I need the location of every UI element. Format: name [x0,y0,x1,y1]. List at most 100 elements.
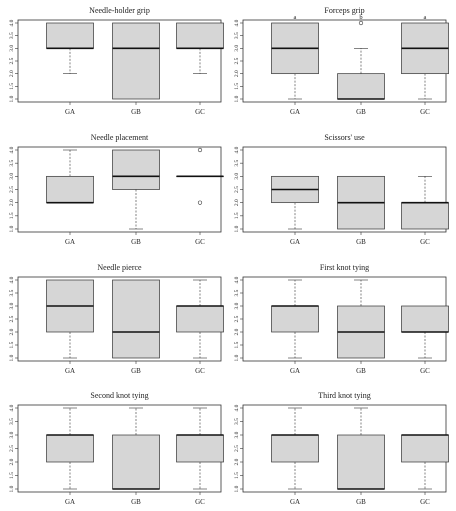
y-tick-label: 3.5 [9,418,15,425]
y-tick-label: 2.0 [9,199,15,206]
y-tick-label: 2.0 [9,70,15,77]
y-tick-label: 2.0 [9,328,15,335]
box-GC [402,23,449,99]
x-category-label: GC [420,498,430,506]
x-category-label: GB [356,238,366,246]
y-tick-label: 1.0 [234,354,240,361]
y-tick-label: 2.0 [234,458,240,465]
iqr-box [113,150,160,190]
y-tick-label: 1.0 [9,354,15,361]
y-tick-label: 4.0 [9,276,15,283]
y-tick-label: 1.5 [234,212,240,219]
x-category-label: GC [420,238,430,246]
y-tick-label: 2.5 [234,186,240,193]
iqr-box [113,280,160,358]
y-tick-label: 3.5 [9,32,15,39]
x-category-label: GB [356,498,366,506]
y-tick-label: 1.5 [9,212,15,219]
y-tick-label: 1.0 [234,225,240,232]
panel-1: Needle-holder grip1.01.52.02.53.03.54.0G… [9,6,224,116]
y-tick-label: 1.0 [9,95,15,102]
outlier-point [198,148,202,152]
y-tick-label: 3.0 [234,302,240,309]
panel-title: Needle pierce [97,263,142,272]
iqr-box [113,435,160,489]
significance-letter: b [359,14,362,21]
y-tick-label: 2.5 [234,57,240,64]
y-tick-label: 4.0 [234,404,240,411]
box-GC [402,306,449,358]
x-category-label: GC [420,367,430,375]
y-tick-label: 4.0 [9,19,15,26]
y-tick-label: 3.0 [234,173,240,180]
y-tick-label: 4.0 [234,276,240,283]
y-tick-label: 2.5 [9,186,15,193]
y-tick-label: 4.0 [9,404,15,411]
iqr-box [402,203,449,229]
y-tick-label: 2.0 [234,70,240,77]
significance-letter: a [294,14,297,21]
x-category-label: GC [195,367,205,375]
y-tick-label: 1.0 [234,95,240,102]
iqr-box [47,176,94,202]
y-tick-label: 1.5 [9,472,15,479]
box-GC [177,148,224,204]
iqr-box [338,74,385,99]
y-tick-label: 1.0 [234,485,240,492]
x-category-label: GA [65,367,75,375]
iqr-box [47,23,94,48]
panel-title: Needle placement [91,133,149,142]
x-category-label: GA [290,498,300,506]
box-GC [402,435,449,489]
x-category-label: GC [195,108,205,116]
y-tick-label: 3.5 [9,159,15,166]
y-tick-label: 2.5 [9,57,15,64]
outlier-point [359,21,363,25]
y-tick-label: 3.0 [234,45,240,52]
iqr-box [338,435,385,489]
y-tick-label: 3.0 [234,431,240,438]
y-tick-label: 4.0 [9,146,15,153]
y-tick-label: 2.5 [9,445,15,452]
box-GB [113,150,160,229]
y-tick-label: 2.0 [234,199,240,206]
y-tick-label: 3.0 [9,302,15,309]
box-GC [177,23,224,74]
box-GA [47,408,94,489]
y-tick-label: 1.5 [9,341,15,348]
y-tick-label: 1.5 [234,341,240,348]
y-tick-label: 3.5 [234,418,240,425]
x-category-label: GB [131,238,141,246]
panel-title: Second knot tying [90,391,148,400]
x-category-label: GA [65,108,75,116]
y-tick-label: 4.0 [234,146,240,153]
y-tick-label: 2.5 [234,445,240,452]
iqr-box [47,435,94,462]
box-GA [272,408,319,489]
box-GC [402,176,449,229]
y-tick-label: 1.0 [9,225,15,232]
box-GA [47,280,94,358]
y-tick-label: 3.0 [9,431,15,438]
x-category-label: GC [195,498,205,506]
box-GA [272,23,319,99]
panel-7: Second knot tying 1.0 1.5 2.0 2.5 3.0 3.5 4.0 GA… [9,391,224,506]
box-GB [113,280,160,358]
x-category-label: GA [65,498,75,506]
x-category-label: GB [131,498,141,506]
y-tick-label: 4.0 [234,19,240,26]
iqr-box [177,306,224,332]
x-category-label: GA [290,108,300,116]
y-tick-label: 1.0 [9,485,15,492]
box-GB [338,408,385,489]
box-GC [177,408,224,489]
x-category-label: GA [290,238,300,246]
box-GA [47,23,94,74]
y-tick-label: 2.0 [9,458,15,465]
